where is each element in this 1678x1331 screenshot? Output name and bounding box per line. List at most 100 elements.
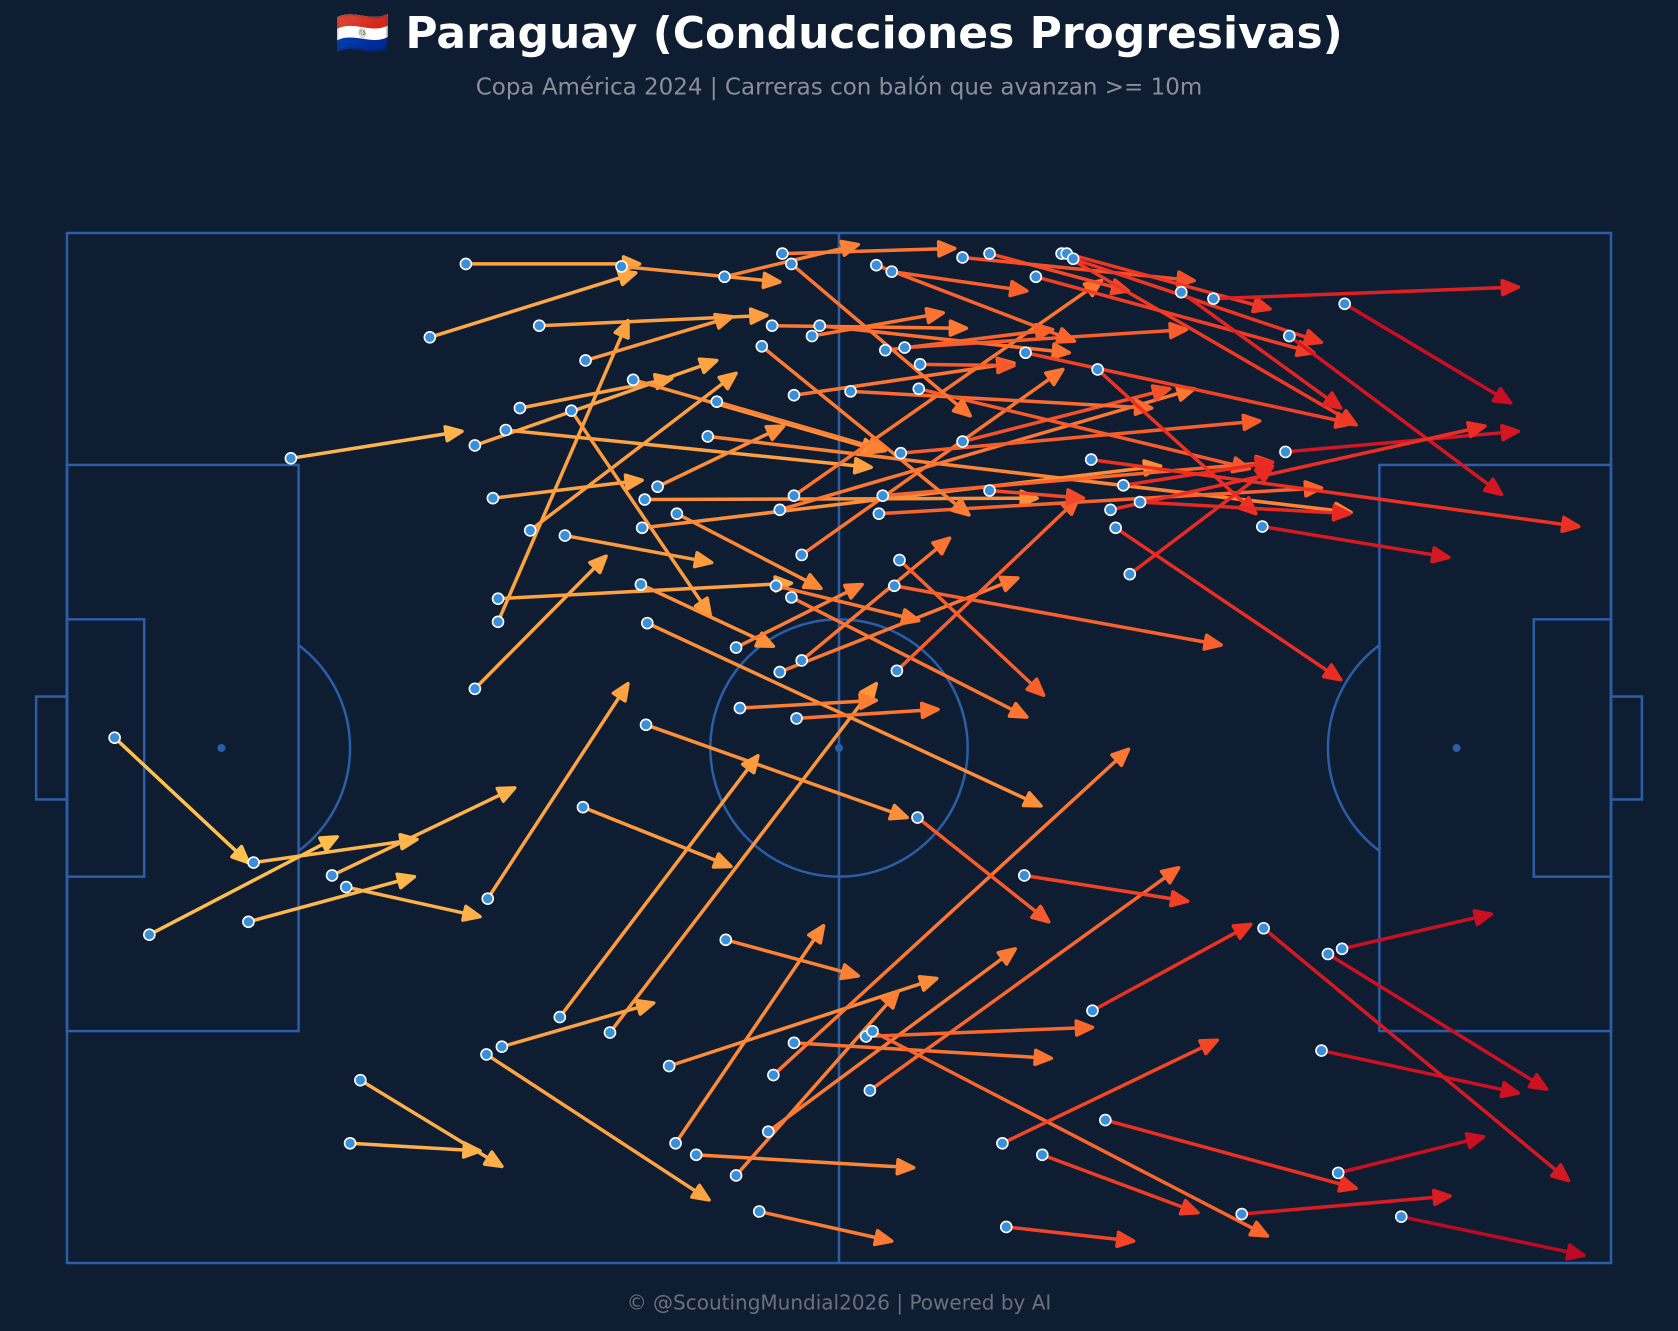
- carry-arrow: [1113, 526, 1343, 682]
- carry-start: [638, 493, 652, 506]
- carry-arrow: [1103, 1118, 1358, 1193]
- carry-start: [486, 491, 500, 505]
- carry-start: [1029, 270, 1043, 284]
- carry-arrow: [667, 975, 939, 1068]
- carry-start: [565, 404, 578, 417]
- carry-start: [769, 579, 783, 593]
- carry-arrow: [892, 584, 1223, 651]
- carry-start: [795, 654, 808, 667]
- carry-arrow: [1239, 1188, 1452, 1216]
- carry-start: [1099, 1113, 1112, 1127]
- carry-arrow: [694, 1153, 916, 1176]
- carry-start: [459, 257, 473, 271]
- carry-start: [956, 435, 969, 448]
- penalty-spot: [1452, 744, 1461, 752]
- carry-start: [776, 247, 789, 260]
- carry-start: [553, 1010, 567, 1024]
- carry-start: [898, 341, 911, 354]
- carry-arrow: [1138, 500, 1352, 522]
- carry-start: [558, 529, 572, 542]
- carry-start: [1338, 297, 1351, 311]
- carry-start: [1104, 503, 1117, 517]
- carry-start: [765, 319, 779, 333]
- carry-start: [491, 615, 505, 629]
- carry-start: [247, 856, 260, 869]
- carry-arrow: [1342, 302, 1513, 405]
- carry-start: [863, 1084, 877, 1097]
- carry-start: [481, 892, 495, 905]
- carry-arrow: [491, 473, 644, 500]
- carry-arrow: [897, 558, 1046, 697]
- carry-arrow: [496, 318, 630, 624]
- carry-arrow: [330, 786, 517, 878]
- carry-start: [1019, 346, 1032, 360]
- carry-arrow: [722, 239, 861, 279]
- carry-start: [242, 915, 255, 929]
- carry-start: [787, 1036, 801, 1050]
- carry-start: [634, 578, 648, 591]
- carry-arrow: [645, 621, 1043, 808]
- carry-arrow: [639, 582, 776, 649]
- carry-start: [689, 1148, 703, 1162]
- carry-arrow: [918, 356, 1016, 375]
- carry-start: [729, 641, 743, 654]
- carry-start: [1123, 567, 1137, 581]
- carry-start: [343, 1136, 357, 1150]
- carry-start: [669, 1136, 682, 1150]
- carry-arrow: [1261, 926, 1571, 1183]
- carries: [112, 239, 1586, 1261]
- carry-start: [579, 354, 592, 367]
- carry-arrow: [868, 865, 1181, 1093]
- goal: [1609, 695, 1644, 801]
- carry-arrow: [1064, 251, 1272, 314]
- carry-start: [805, 329, 819, 343]
- carry-arrow: [890, 269, 1029, 298]
- carry-start: [1091, 363, 1104, 376]
- carry-start: [640, 616, 654, 630]
- carry-arrow: [864, 1019, 1095, 1039]
- carry-arrow: [902, 321, 1189, 350]
- carry-start: [1257, 921, 1270, 935]
- carry-start: [1084, 453, 1098, 466]
- carry-start: [894, 446, 908, 460]
- carry-start: [885, 265, 899, 278]
- carry-arrow: [757, 1209, 894, 1247]
- carry-start: [626, 373, 640, 387]
- carry-start: [1086, 1004, 1099, 1017]
- carry-start: [108, 731, 121, 745]
- carry-start: [787, 388, 801, 402]
- carry-arrow: [528, 371, 738, 533]
- carry-arrow: [1090, 922, 1253, 1013]
- carry-arrow: [485, 681, 630, 901]
- carry-start: [1133, 495, 1147, 509]
- carry-start: [870, 258, 883, 272]
- carry-arrow: [1326, 952, 1549, 1091]
- carry-arrow: [558, 753, 760, 1019]
- carry-arrow: [1022, 873, 1190, 908]
- carry-start: [773, 665, 787, 679]
- carry-start: [911, 811, 924, 824]
- carry-start: [480, 1048, 493, 1061]
- carry-arrow: [112, 735, 251, 865]
- carry-arrow: [289, 425, 464, 461]
- carry-arrow: [987, 488, 1086, 506]
- carry-arrow: [780, 240, 957, 258]
- carry-arrow: [1211, 278, 1521, 301]
- carry-start: [888, 579, 901, 593]
- carry-arrow: [792, 1041, 1054, 1067]
- carry-start: [866, 1024, 879, 1038]
- carry-arrow: [1108, 421, 1487, 512]
- carry-arrow: [1340, 909, 1494, 951]
- carry-arrow: [1004, 1225, 1136, 1249]
- carry-start: [785, 257, 798, 271]
- carry-start: [790, 712, 803, 725]
- carry-start: [733, 701, 747, 715]
- carry-start: [787, 489, 801, 502]
- carry-start: [813, 319, 827, 333]
- carry-arrow: [810, 306, 945, 338]
- carry-start: [576, 800, 590, 814]
- source-note: © @ScoutingMundial2026 | Powered by AI: [627, 1291, 1052, 1315]
- carry-start: [495, 1040, 509, 1053]
- carry-start: [513, 401, 527, 415]
- carry-start: [423, 330, 437, 344]
